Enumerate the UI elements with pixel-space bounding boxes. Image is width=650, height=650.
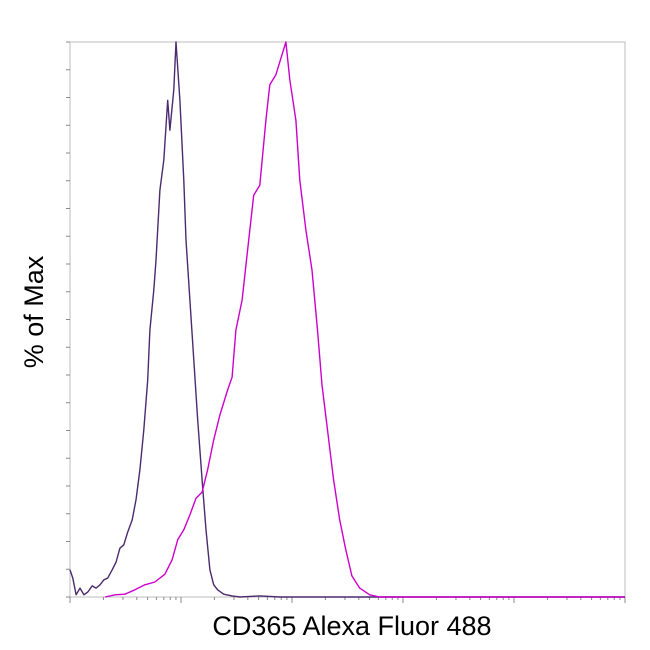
x-axis-label: CD365 Alexa Fluor 488 — [212, 611, 491, 641]
histogram-line — [104, 41, 625, 598]
plot-frame — [69, 41, 626, 598]
y-axis-label: % of Max — [19, 255, 49, 368]
histogram-line — [69, 41, 625, 598]
